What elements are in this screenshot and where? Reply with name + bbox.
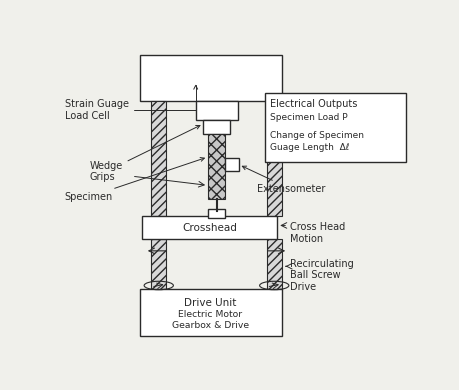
Bar — [151, 239, 166, 289]
Bar — [264, 93, 405, 162]
Text: Wedge
Grips: Wedge Grips — [89, 126, 200, 183]
Text: Change of Specimen: Change of Specimen — [269, 131, 363, 140]
Bar — [266, 239, 281, 289]
Bar — [207, 209, 224, 218]
Bar — [141, 216, 277, 239]
Text: Electrical Outputs: Electrical Outputs — [269, 99, 356, 109]
Text: Cross Head
Motion: Cross Head Motion — [289, 222, 344, 244]
Text: Extensometer: Extensometer — [242, 166, 325, 194]
Text: Crosshead: Crosshead — [182, 223, 236, 233]
Bar — [207, 134, 224, 199]
Bar — [195, 101, 238, 120]
Bar — [266, 101, 281, 216]
Bar — [151, 101, 166, 216]
Text: Drive Unit: Drive Unit — [184, 298, 236, 308]
Text: Strain Guage
Load Cell: Strain Guage Load Cell — [65, 85, 197, 121]
Text: Specimen Load P: Specimen Load P — [269, 113, 347, 122]
Bar — [139, 289, 281, 335]
Text: Specimen: Specimen — [65, 158, 204, 202]
Bar — [203, 120, 230, 134]
Text: Guage Length  Δℓ: Guage Length Δℓ — [269, 143, 348, 152]
Bar — [224, 158, 238, 171]
Bar — [139, 55, 281, 101]
Text: Electric Motor
Gearbox & Drive: Electric Motor Gearbox & Drive — [171, 310, 248, 330]
Text: Recirculating
Ball Screw
Drive: Recirculating Ball Screw Drive — [289, 259, 353, 292]
